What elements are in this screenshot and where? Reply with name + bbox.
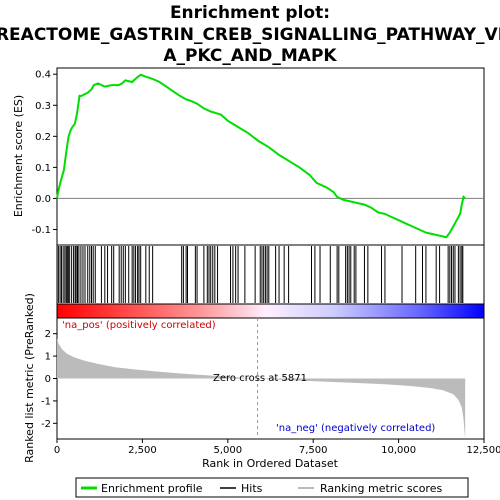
metric-y-tick-label: -1 (41, 396, 51, 407)
es-y-label: Enrichment score (ES) (12, 95, 25, 217)
x-tick-label: 2,500 (128, 445, 157, 456)
x-tick-label: 12,500 (467, 445, 500, 456)
es-y-tick-label: 0.4 (35, 70, 51, 81)
x-tick-label: 0 (54, 445, 60, 456)
metric-y-tick-label: -2 (41, 419, 51, 430)
legend: Enrichment profile Hits Ranking metric s… (75, 477, 469, 498)
enrichment-profile-line (56, 73, 466, 239)
es-y-tick-label: -0.1 (31, 225, 51, 236)
es-panel: -0.1 0.0 0.1 0.2 0.3 0.4 Enrichment score (ES… (12, 67, 485, 246)
hits-panel (56, 244, 485, 305)
hits-panel-frame (56, 244, 485, 305)
es-y-tick-label: 0.0 (35, 194, 51, 205)
es-y-tick-label: 0.3 (35, 101, 51, 112)
legend-hits-label: Hits (241, 482, 263, 495)
hit-marks (57, 246, 464, 303)
es-y-tick-label: 0.2 (35, 132, 51, 143)
metric-panel: -2 -1 0 1 2 'na_pos' (positively correlated)… (23, 293, 485, 463)
metric-y-label: Ranked list metric (PreRanked) (23, 293, 36, 463)
metric-y-tick-label: 1 (45, 352, 51, 363)
x-tick-label: 7,500 (299, 445, 328, 456)
na-pos-label: 'na_pos' (positively correlated) (62, 320, 216, 331)
es-y-tick-label: 0.1 (35, 163, 51, 174)
x-tick-label: 5,000 (213, 445, 242, 456)
legend-metric-label: Ranking metric scores (320, 482, 442, 495)
es-y-axis: -0.1 0.0 0.1 0.2 0.3 0.4 (31, 70, 57, 236)
title-line-3: A_PKC_AND_MAPK (163, 46, 337, 66)
chart-title: Enrichment plot: REACTOME_GASTRIN_CREB_S… (0, 3, 500, 66)
x-tick-label: 10,000 (381, 445, 416, 456)
es-panel-frame (56, 67, 485, 246)
legend-enrichment-label: Enrichment profile (101, 482, 203, 495)
title-line-2: REACTOME_GASTRIN_CREB_SIGNALLING_PATHWAY… (0, 25, 500, 45)
rank-gradient-bar (56, 303, 485, 319)
metric-y-tick-label: 0 (45, 374, 51, 385)
x-axis-label: Rank in Ordered Dataset (202, 457, 339, 470)
na-neg-label: 'na_neg' (negatively correlated) (276, 423, 435, 434)
x-axis: 0 2,500 5,000 7,500 10,000 12,500 (54, 439, 500, 456)
zero-cross-label: Zero cross at 5871 (213, 373, 307, 384)
legend-box (75, 477, 469, 498)
metric-y-tick-label: 2 (45, 329, 51, 340)
metric-y-axis: -2 -1 0 1 2 (41, 329, 57, 430)
title-line-1: Enrichment plot: (170, 3, 330, 23)
